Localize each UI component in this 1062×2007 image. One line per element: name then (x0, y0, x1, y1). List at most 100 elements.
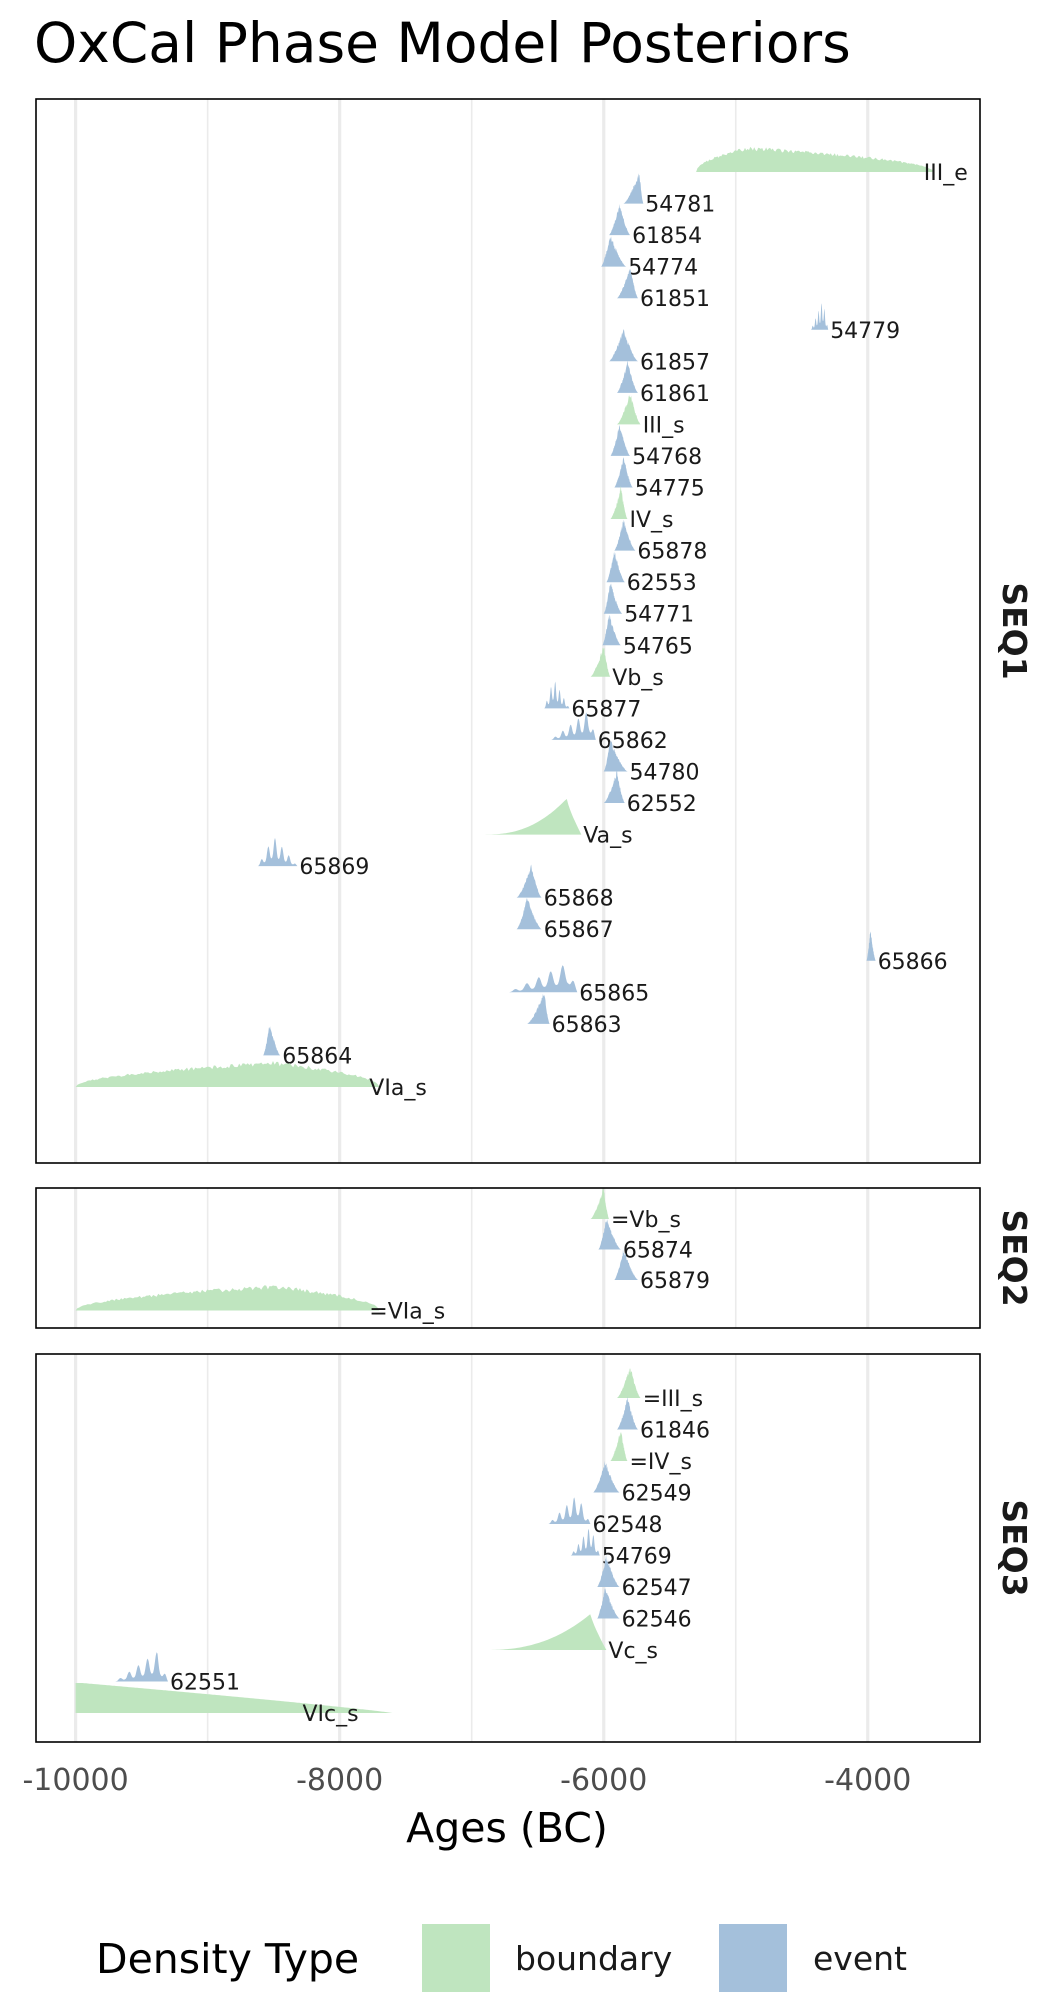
chart-title: OxCal Phase Model Posteriors (34, 11, 851, 75)
density-62547 (597, 1554, 620, 1587)
density-Vb_s (590, 647, 611, 677)
density-62549 (593, 1460, 620, 1493)
item-label-62552: 62552 (627, 792, 697, 817)
x-axis-label: Ages (BC) (406, 1804, 608, 1852)
item-label-Vb_s: Vb_s (612, 666, 663, 691)
legend-label-boundary: boundary (515, 1939, 672, 1978)
item-label-65863: 65863 (552, 1013, 622, 1038)
item-label-62547: 62547 (622, 1576, 692, 1601)
item-label-54775: 54775 (635, 477, 705, 502)
density-62551 (115, 1652, 168, 1682)
item-label-54780: 54780 (630, 761, 700, 786)
item-label-62551: 62551 (170, 1671, 240, 1696)
x-tick-label: -6000 (560, 1763, 647, 1798)
item-label-61846: 61846 (640, 1419, 710, 1444)
density-65864 (263, 1025, 281, 1056)
legend-swatch-event (719, 1924, 787, 1992)
density-65877 (544, 681, 570, 709)
item-label-=IV_s: =IV_s (630, 1450, 692, 1475)
density-62546 (597, 1588, 620, 1619)
item-label-65868: 65868 (544, 887, 614, 912)
legend-title: Density Type (96, 1935, 359, 1983)
panel-seq2: =Vb_s 65874 65879 =VIa_s (75, 1187, 710, 1325)
item-label-65862: 65862 (598, 729, 668, 754)
item-label-65874: 65874 (623, 1239, 693, 1264)
x-tick-label: -4000 (824, 1763, 911, 1798)
panel-seq2-frame (35, 1187, 981, 1329)
density-IV_s (610, 486, 628, 519)
item-label-65878: 65878 (637, 540, 707, 565)
item-label-Va_s: Va_s (583, 824, 632, 849)
density-61861 (616, 360, 638, 393)
density-54771 (603, 583, 623, 614)
density-62548 (548, 1497, 591, 1524)
density-Vc_s (484, 1614, 607, 1650)
item-label-61857: 61857 (640, 350, 710, 375)
density-65869 (257, 837, 298, 867)
panel-seq3-frame (35, 1353, 981, 1743)
legend-label-event: event (813, 1939, 907, 1978)
item-label-Vc_s: Vc_s (608, 1639, 658, 1664)
panel-seq1-frame (35, 98, 981, 1164)
strip-label-seq3: SEQ3 (995, 1499, 1034, 1596)
density-=III_s (616, 1368, 641, 1398)
item-label-=VIa_s: =VIa_s (369, 1300, 445, 1325)
strip-label-seq1: SEQ1 (995, 582, 1034, 679)
density-62553 (606, 551, 625, 583)
panel-seq1: III_e 54781 61854 54774 61851 54779 61857 61861… (75, 146, 968, 1101)
density-54769 (570, 1528, 600, 1556)
density-61846 (616, 1396, 638, 1430)
item-label-54779: 54779 (830, 319, 900, 344)
item-label-VIa_s: VIa_s (369, 1076, 426, 1101)
x-axis: -10000 -8000 -6000 -4000 (22, 1763, 911, 1798)
item-label-65865: 65865 (579, 981, 649, 1006)
density-65874 (598, 1219, 621, 1250)
density-65865 (508, 965, 578, 993)
density-VIa_s (75, 1061, 380, 1087)
item-label-III_e: III_e (924, 161, 968, 186)
item-label-54765: 54765 (623, 634, 693, 659)
item-label-=Vb_s: =Vb_s (611, 1208, 681, 1233)
density-54781 (623, 173, 644, 204)
item-label-54781: 54781 (645, 193, 715, 218)
item-label-65869: 65869 (299, 855, 369, 880)
density-65867 (516, 898, 542, 930)
density-54768 (610, 425, 631, 456)
density-=Vb_s (590, 1187, 609, 1219)
density-65866 (866, 931, 876, 961)
item-label-54768: 54768 (632, 445, 702, 470)
item-label-IV_s: IV_s (630, 508, 674, 533)
density-65879 (614, 1249, 638, 1280)
density-61851 (616, 268, 638, 299)
grid-layer (74, 99, 870, 1742)
item-label-61861: 61861 (640, 382, 710, 407)
item-label-54769: 54769 (602, 1545, 672, 1570)
item-label-65877: 65877 (571, 697, 641, 722)
item-label-VIc_s: VIc_s (303, 1702, 359, 1727)
density-III_s (616, 395, 641, 425)
x-tick-label: -8000 (296, 1763, 383, 1798)
density-65878 (614, 519, 636, 551)
density-Va_s (484, 799, 582, 835)
density-54779 (811, 303, 829, 330)
density-VIc_s (75, 1683, 393, 1713)
density-65868 (516, 864, 542, 898)
density-54765 (602, 615, 621, 646)
item-label-61851: 61851 (640, 287, 710, 312)
density-65862 (550, 712, 596, 740)
x-tick-label: -10000 (22, 1763, 128, 1798)
density-III_e (696, 146, 934, 172)
item-label-54774: 54774 (628, 256, 698, 281)
density-65863 (527, 993, 550, 1024)
strip-label-seq2: SEQ2 (995, 1209, 1034, 1306)
item-label-65866: 65866 (878, 950, 948, 975)
density-61854 (609, 204, 631, 236)
density-54780 (603, 740, 628, 772)
panel-seq3: =III_s 61846 =IV_s 62549 62548 54769 62547 6254… (75, 1368, 710, 1727)
item-label-54771: 54771 (624, 603, 694, 628)
density-54775 (614, 457, 633, 488)
item-label-65864: 65864 (282, 1044, 352, 1069)
item-label-62548: 62548 (593, 1513, 663, 1538)
density-=VIa_s (75, 1285, 380, 1311)
